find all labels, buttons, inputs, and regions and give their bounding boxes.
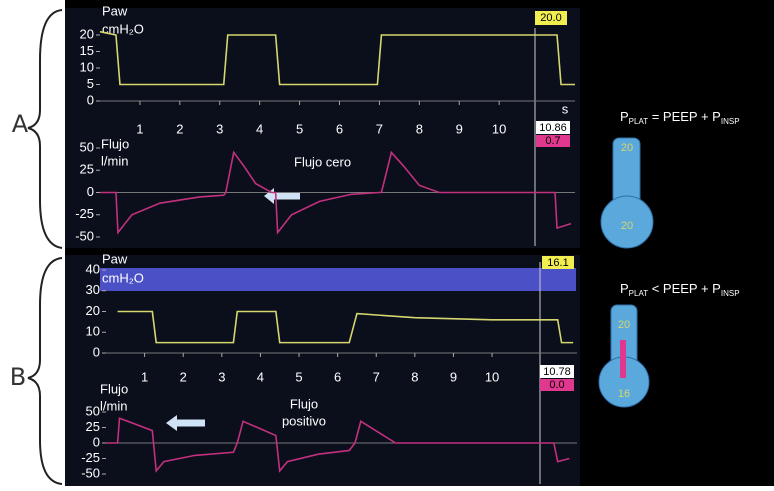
x-tick-label: 4 bbox=[257, 369, 264, 384]
annotation-b: Flujo bbox=[290, 396, 318, 411]
time-readout-b: 10.78 bbox=[543, 366, 571, 378]
flow-label-b: Flujo bbox=[100, 381, 128, 396]
blue-band bbox=[100, 268, 576, 291]
x-tick-label: 1 bbox=[136, 121, 143, 136]
flow-unit-a: l/min bbox=[101, 153, 128, 168]
x-tick-label: 10 bbox=[492, 121, 506, 136]
y-tick-label: 0 bbox=[87, 92, 94, 107]
y-tick-label: -25 bbox=[75, 206, 94, 221]
y-tick-label: 50 bbox=[86, 403, 100, 418]
y-tick-label: 25 bbox=[80, 162, 94, 177]
y-tick-label: 0 bbox=[87, 184, 94, 199]
flow-unit-b: l/min bbox=[100, 398, 127, 413]
flow-label-a: Flujo bbox=[101, 136, 129, 151]
x-tick-label: 3 bbox=[216, 121, 223, 136]
y-tick-label: -25 bbox=[81, 450, 100, 465]
y-tick-label: 0 bbox=[93, 434, 100, 449]
y-tick-label: 30 bbox=[86, 282, 100, 297]
y-tick-label: -50 bbox=[81, 465, 100, 480]
unit-b: cmH₂O bbox=[102, 270, 144, 285]
label-a: A bbox=[12, 110, 29, 138]
y-tick-label: 15 bbox=[80, 43, 94, 58]
paw-b: Paw bbox=[102, 251, 128, 266]
x-tick-label: 6 bbox=[336, 121, 343, 136]
y-tick-label: 20 bbox=[86, 303, 100, 318]
flow-readout-a: 0.7 bbox=[545, 135, 560, 147]
y-tick-label: 5 bbox=[87, 76, 94, 91]
flow-readout-b: 0.0 bbox=[549, 379, 564, 391]
thermo-bottom-a: 20 bbox=[621, 220, 633, 232]
x-tick-label: 4 bbox=[256, 121, 263, 136]
thermo-fill bbox=[620, 340, 626, 378]
annotation-a: Flujo cero bbox=[294, 154, 351, 169]
y-tick-label: 10 bbox=[80, 59, 94, 74]
x-tick-label: 8 bbox=[411, 369, 418, 384]
screen: A B Paw cmH₂O 20.0 s 10.86 0.7 Flujo l/m… bbox=[0, 0, 774, 486]
x-tick-label: 9 bbox=[450, 369, 457, 384]
x-tick-label: 7 bbox=[376, 121, 383, 136]
annotation-b: positivo bbox=[282, 413, 326, 428]
thermo-bottom-b: 16 bbox=[618, 388, 630, 400]
thermo-top-b: 20 bbox=[618, 319, 630, 331]
y-tick-label: 40 bbox=[86, 261, 100, 276]
y-tick-label: 0 bbox=[93, 344, 100, 359]
x-tick-label: 5 bbox=[296, 121, 303, 136]
y-tick-label: 20 bbox=[80, 26, 94, 41]
x-tick-label: 2 bbox=[180, 369, 187, 384]
paw-a: Paw bbox=[102, 3, 128, 18]
x-tick-label: 7 bbox=[373, 369, 380, 384]
y-tick-label: -50 bbox=[75, 228, 94, 243]
thermo-top-a: 20 bbox=[621, 142, 633, 154]
x-tick-label: 5 bbox=[295, 369, 302, 384]
paw-readout-a: 20.0 bbox=[540, 12, 561, 24]
y-tick-label: 25 bbox=[86, 419, 100, 434]
label-b: B bbox=[10, 363, 26, 391]
y-tick-label: 10 bbox=[86, 324, 100, 339]
x-tick-label: 10 bbox=[485, 369, 499, 384]
x-tick-label: 9 bbox=[456, 121, 463, 136]
y-tick-label: 50 bbox=[80, 139, 94, 154]
time-unit: s bbox=[562, 101, 569, 116]
x-tick-label: 3 bbox=[218, 369, 225, 384]
paw-readout-b: 16.1 bbox=[547, 257, 568, 269]
x-tick-label: 2 bbox=[176, 121, 183, 136]
x-tick-label: 1 bbox=[141, 369, 148, 384]
x-tick-label: 8 bbox=[416, 121, 423, 136]
time-readout-a: 10.86 bbox=[539, 122, 567, 134]
x-tick-label: 6 bbox=[334, 369, 341, 384]
